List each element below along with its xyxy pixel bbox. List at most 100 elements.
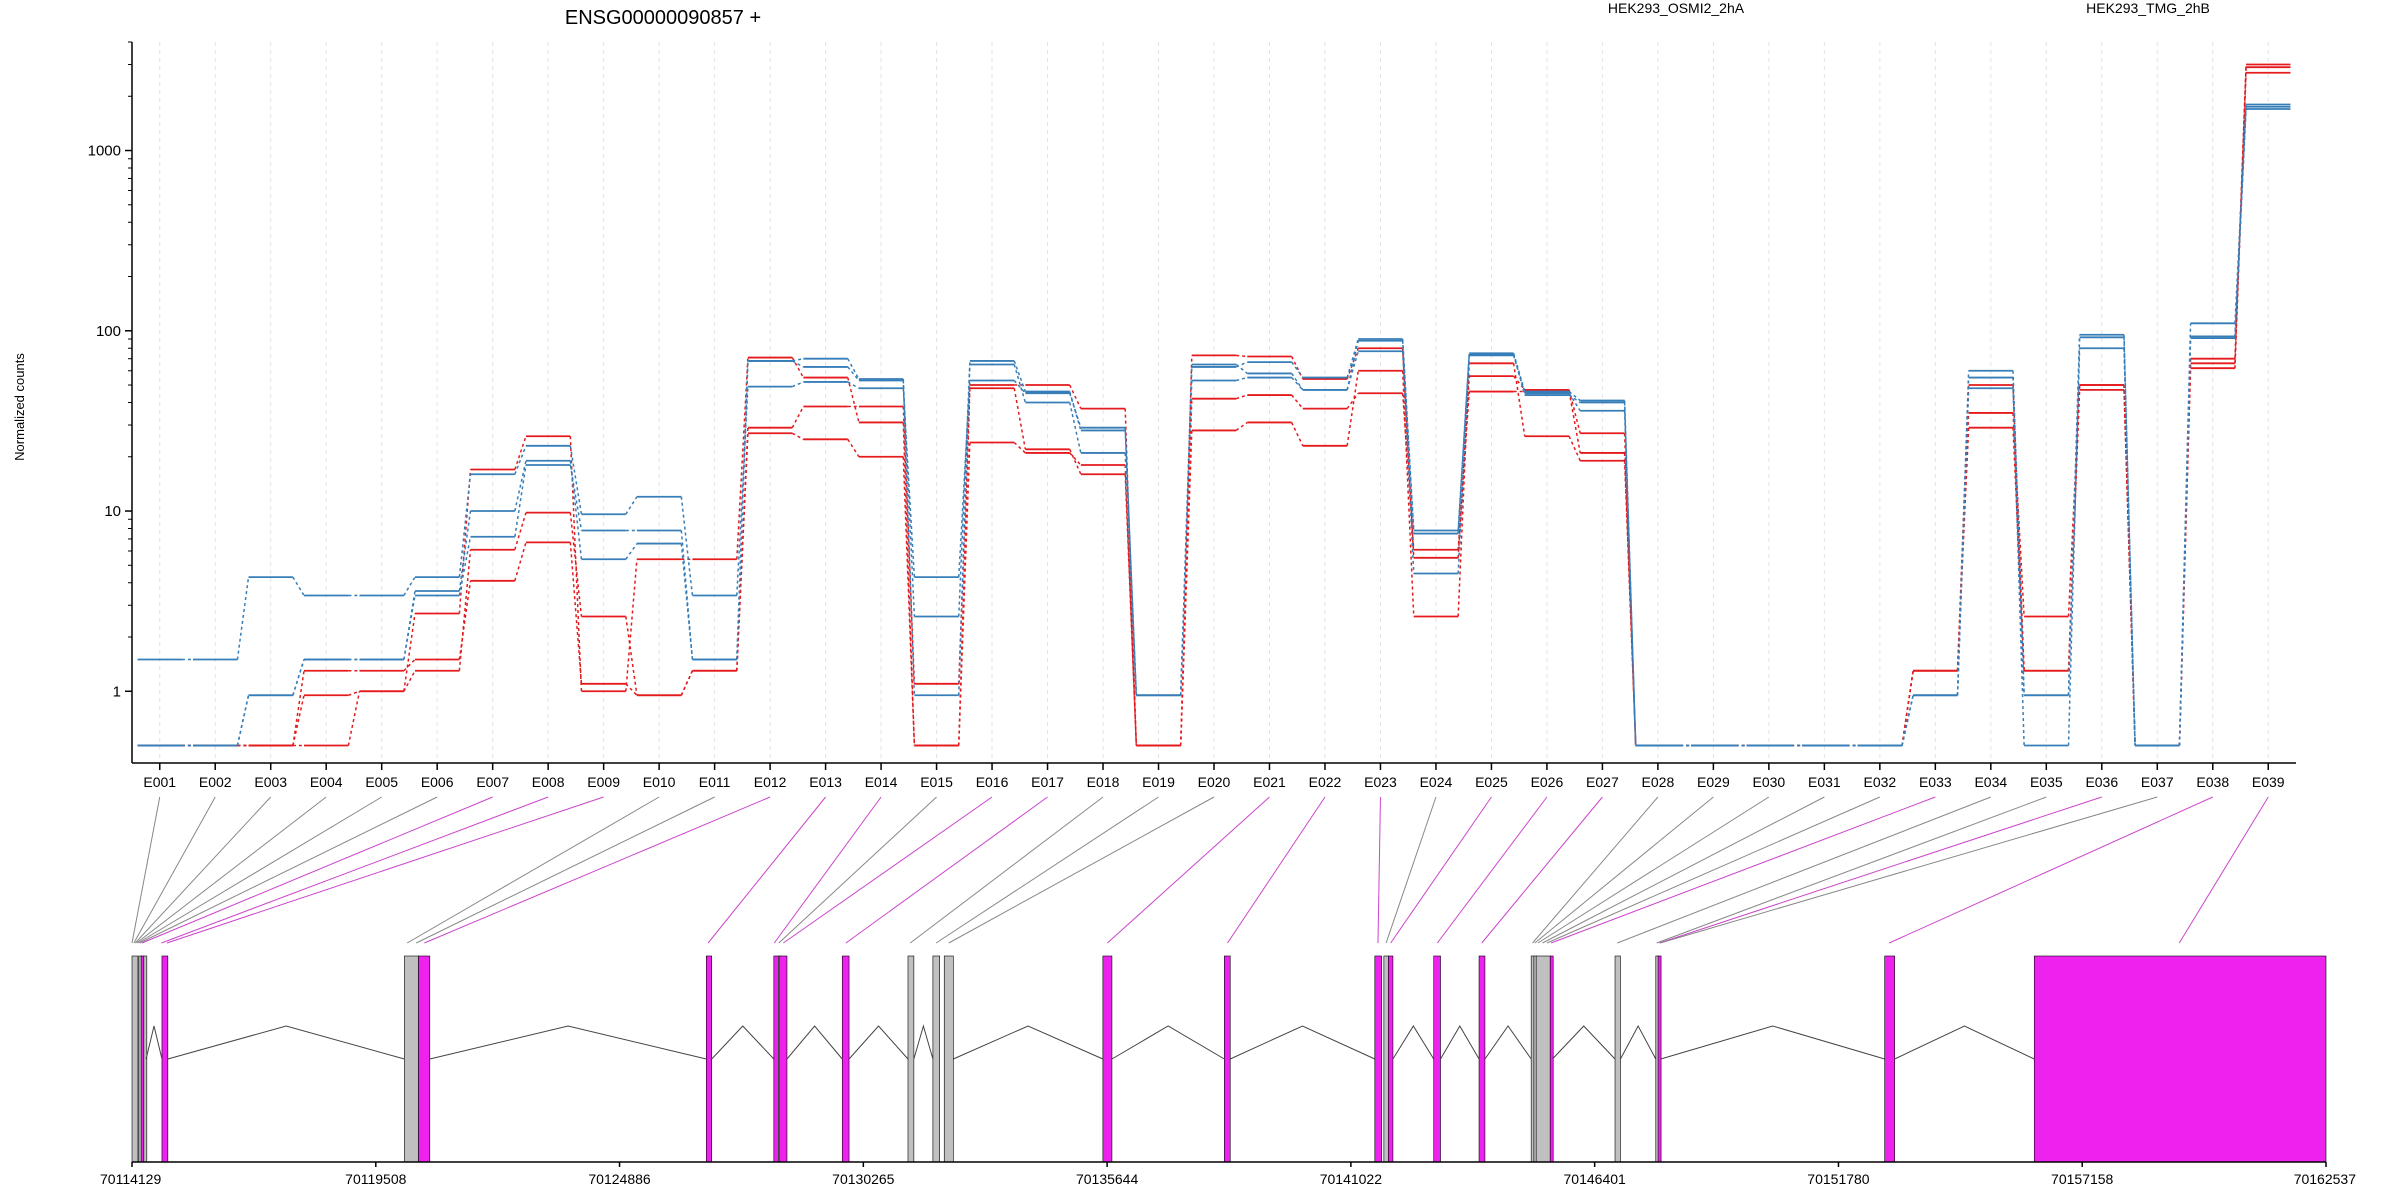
intron-line xyxy=(913,1024,934,1060)
series-connector xyxy=(458,474,472,578)
connector-e012 xyxy=(424,796,771,944)
x-tick-label-e022: E022 xyxy=(1309,774,1342,790)
x-tick-label-e008: E008 xyxy=(532,774,565,790)
x-tick-label-e007: E007 xyxy=(476,774,509,790)
series-tmg-5 xyxy=(137,108,2291,747)
x-tick-label-e033: E033 xyxy=(1919,774,1952,790)
y-axis: 1 10 100 1000 xyxy=(88,41,133,763)
series-connector xyxy=(2234,72,2247,369)
y-tick-label: 100 xyxy=(96,323,121,340)
connector-e025 xyxy=(1390,796,1492,944)
series-connector xyxy=(2012,377,2025,696)
series-connector xyxy=(1013,364,1027,403)
series-connector xyxy=(902,406,916,684)
connector-e005 xyxy=(137,796,382,944)
series-connector xyxy=(1346,392,1359,410)
series-connector xyxy=(1346,338,1359,378)
connector-e001 xyxy=(131,796,161,944)
x-tick-label-e009: E009 xyxy=(587,774,620,790)
connector-e030 xyxy=(1537,796,1770,944)
x-tick-label-e035: E035 xyxy=(2030,774,2063,790)
series-connector xyxy=(458,536,472,596)
genomic-tick-label: 70151780 xyxy=(1807,1171,1870,1187)
connector-e035 xyxy=(1656,796,2047,944)
series-connector xyxy=(847,381,860,389)
series-connector xyxy=(1124,452,1138,696)
intron-line xyxy=(145,1025,163,1060)
connector-e027 xyxy=(1481,796,1603,944)
series-connector xyxy=(2012,427,2025,671)
series-connector xyxy=(1069,391,1082,431)
series-connector xyxy=(847,366,860,381)
x-tick-label-e016: E016 xyxy=(976,774,1009,790)
x-tick-label-e036: E036 xyxy=(2085,774,2118,790)
exon-box-15 xyxy=(943,955,954,1163)
series-connector xyxy=(403,595,416,660)
x-tick-label-e019: E019 xyxy=(1142,774,1175,790)
intron-line xyxy=(1440,1025,1480,1060)
connector-e009 xyxy=(166,796,604,944)
series-connector xyxy=(1346,370,1360,446)
x-tick-label-e026: E026 xyxy=(1531,774,1564,790)
x-tick-label-e017: E017 xyxy=(1031,774,1064,790)
series-connector xyxy=(514,542,527,582)
intron-line xyxy=(1552,1025,1616,1060)
connector-e032 xyxy=(1546,796,1881,944)
x-tick-label-e018: E018 xyxy=(1087,774,1120,790)
intron-line xyxy=(848,1025,909,1060)
series-connector xyxy=(514,445,527,475)
connector-e022 xyxy=(1227,796,1326,944)
series-connector xyxy=(569,464,583,531)
series-connector xyxy=(2012,412,2025,617)
intron-line xyxy=(1484,1025,1532,1060)
x-tick-label-e039: E039 xyxy=(2252,774,2285,790)
intron-line xyxy=(786,1025,843,1060)
series-connector xyxy=(403,613,416,692)
exon-box-25 xyxy=(1535,955,1551,1163)
series-connector xyxy=(569,460,583,560)
series-connector xyxy=(1512,363,1526,437)
connector-e031 xyxy=(1542,796,1825,944)
connector-e023 xyxy=(1377,796,1381,944)
series-connector xyxy=(791,406,805,429)
x-tick-label-e028: E028 xyxy=(1642,774,1675,790)
series-connector xyxy=(347,691,361,746)
exon-box-29 xyxy=(1657,955,1662,1163)
series-connector xyxy=(625,496,638,515)
genomic-axis: 70114129 70119508 70124886 70130265 70135644… xyxy=(100,1161,2356,1187)
series-connector xyxy=(458,510,472,592)
exon-box-31 xyxy=(2033,955,2327,1163)
series-connector xyxy=(1179,355,1193,746)
y-tick-label: 10 xyxy=(104,503,121,520)
series-connector xyxy=(736,433,749,671)
x-tick-label-e032: E032 xyxy=(1863,774,1896,790)
intron-line xyxy=(1111,1025,1225,1060)
series-connector xyxy=(625,559,638,692)
series-connector xyxy=(458,580,472,660)
series-connector xyxy=(1291,422,1304,447)
series-connector xyxy=(1179,430,1193,746)
connector-e039 xyxy=(2178,796,2269,944)
connector-e008 xyxy=(161,796,549,944)
connector-e002 xyxy=(133,796,216,944)
exon-box-6 xyxy=(404,955,419,1163)
connector-e037 xyxy=(1660,796,2158,944)
intron-line xyxy=(1660,1025,1885,1060)
x-tick-label-e011: E011 xyxy=(699,774,731,790)
series-connector xyxy=(791,360,804,368)
series-connector xyxy=(514,512,527,550)
bin-connectors xyxy=(131,796,2269,944)
series-connector xyxy=(1013,388,1027,450)
intron-line xyxy=(711,1025,775,1060)
series-connector xyxy=(1124,464,1138,746)
connector-e029 xyxy=(1534,796,1714,944)
y-tick-label: 1 xyxy=(113,683,121,700)
exon-box-16 xyxy=(1102,955,1113,1163)
genomic-tick-label: 70157158 xyxy=(2051,1171,2114,1187)
connector-e026 xyxy=(1436,796,1548,944)
genomic-tick-label: 70119508 xyxy=(345,1171,406,1187)
x-tick-label-e027: E027 xyxy=(1586,774,1619,790)
connector-e011 xyxy=(416,796,715,944)
exon-box-13 xyxy=(907,955,915,1163)
